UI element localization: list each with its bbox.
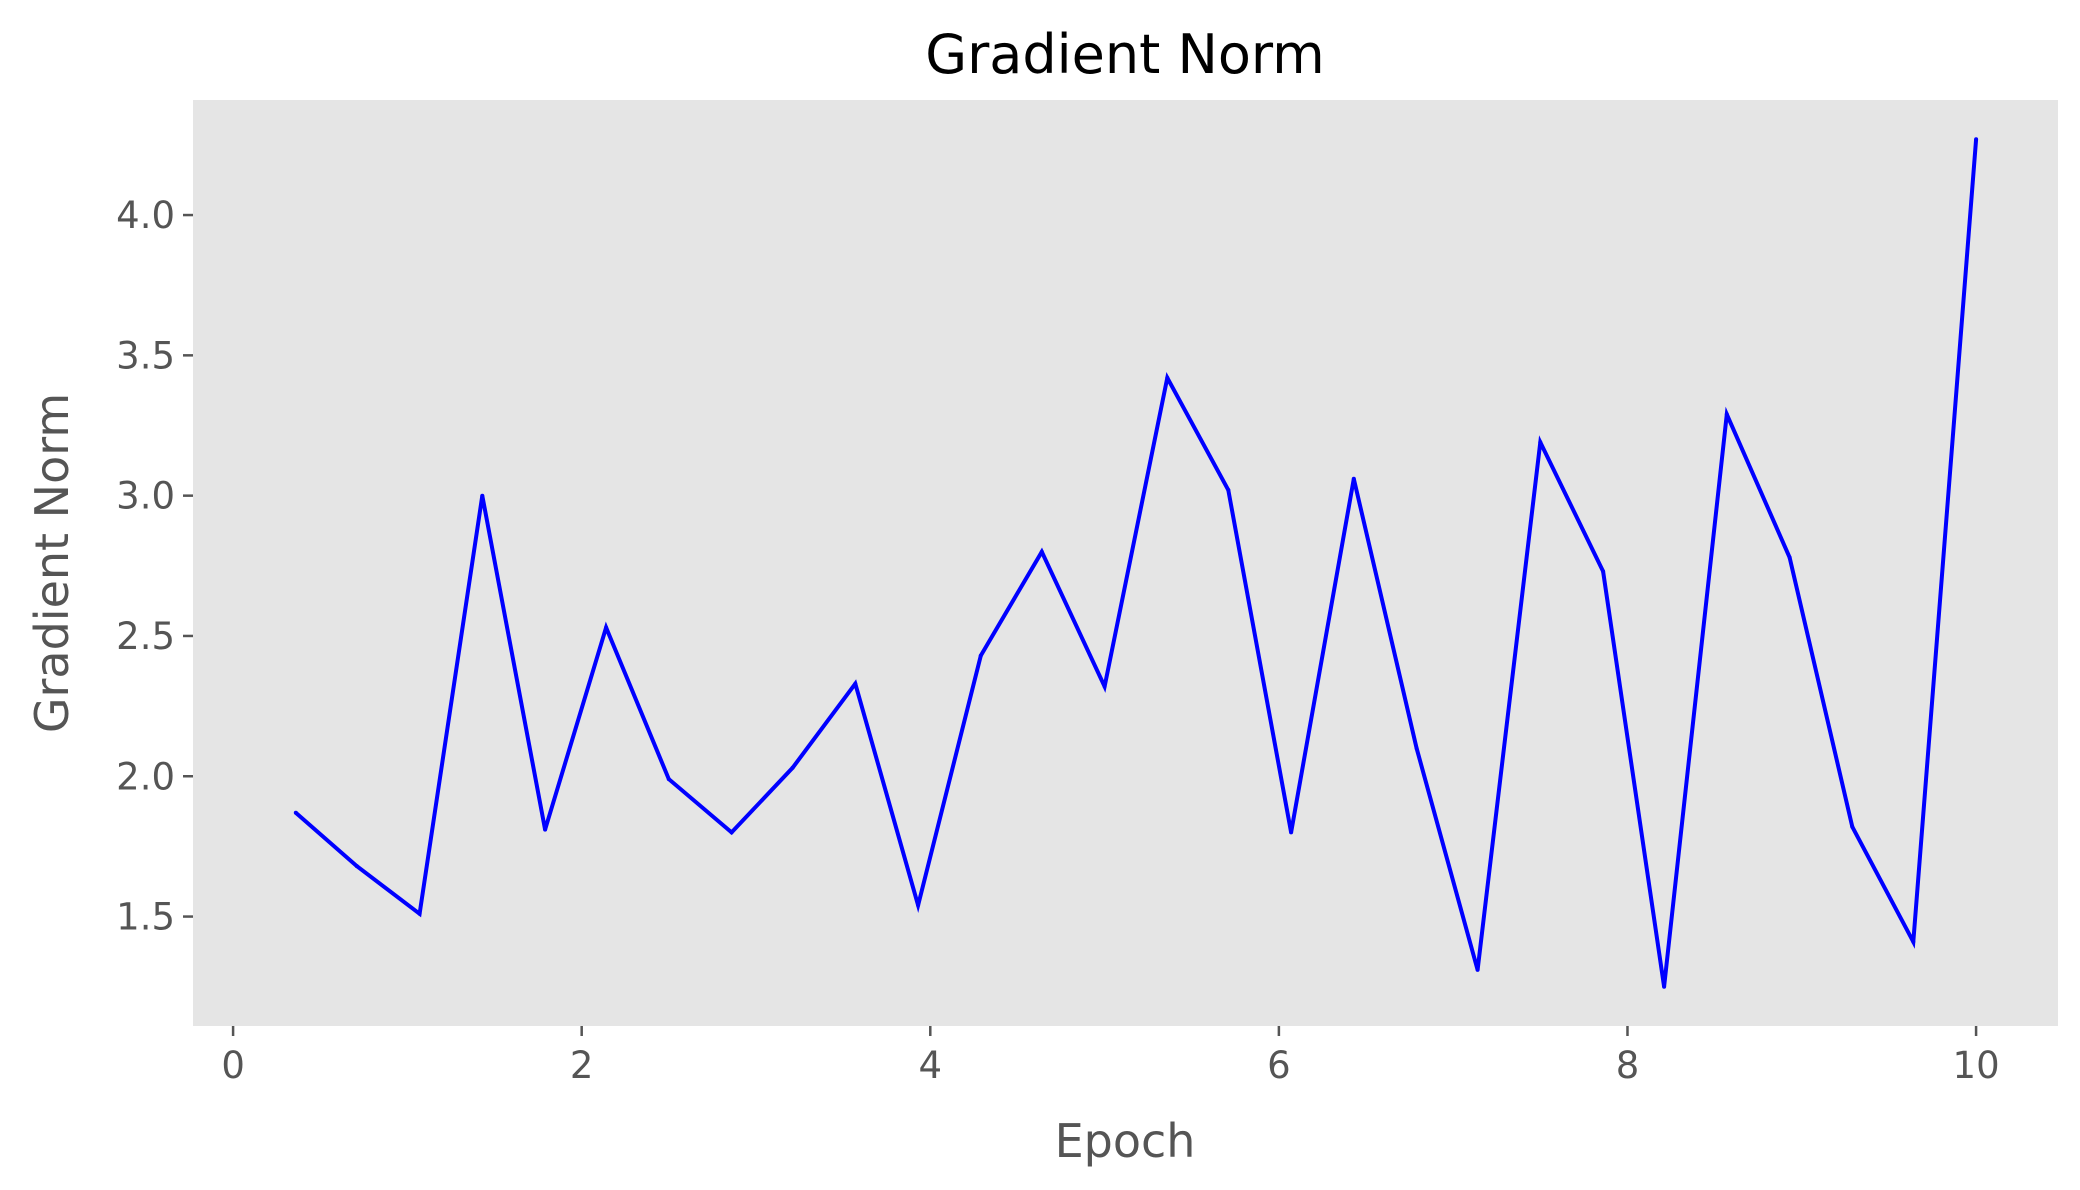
- y-tick-label: 3.0: [116, 475, 175, 518]
- data-point: [666, 777, 671, 782]
- data-point: [790, 765, 795, 770]
- data-point: [1724, 412, 1729, 417]
- y-tick-label: 2.0: [116, 755, 175, 798]
- data-point: [604, 625, 609, 630]
- data-point: [1662, 984, 1667, 989]
- series-layer: [293, 137, 1979, 989]
- series-line-0: [294, 139, 1979, 987]
- data-point: [853, 681, 858, 686]
- y-axis-label: Gradient Norm: [25, 393, 79, 733]
- data-point: [1911, 939, 1916, 944]
- x-tick-label: 4: [919, 1044, 943, 1087]
- data-point: [916, 903, 921, 908]
- data-point: [1601, 569, 1606, 574]
- y-tick-label: 2.5: [116, 615, 175, 658]
- chart-title: Gradient Norm: [925, 23, 1325, 86]
- x-tick-label: 0: [221, 1044, 245, 1087]
- data-point: [354, 864, 359, 869]
- y-tick-label: 3.5: [116, 334, 175, 377]
- x-tick-label: 10: [1953, 1044, 2000, 1087]
- y-tick-label: 4.0: [116, 194, 175, 237]
- data-point: [1538, 440, 1543, 445]
- x-axis-label: Epoch: [1055, 1114, 1196, 1168]
- plot-area: [193, 100, 2058, 1026]
- data-point: [417, 911, 422, 916]
- data-point: [1787, 555, 1792, 560]
- y-axis: 1.5 2.0 2.5 3.0 3.5 4.0: [116, 194, 193, 939]
- data-point: [1414, 746, 1419, 751]
- x-tick-label: 8: [1616, 1044, 1640, 1087]
- data-point: [1475, 967, 1480, 972]
- data-point: [1351, 476, 1356, 481]
- x-axis: 0 2 4 6 8 10: [221, 1026, 2000, 1087]
- data-point: [480, 493, 485, 498]
- data-point: [1226, 488, 1231, 492]
- data-point: [1165, 375, 1170, 380]
- data-point: [1850, 824, 1855, 829]
- data-point: [1974, 137, 1979, 142]
- data-point: [729, 830, 734, 835]
- data-point: [1289, 830, 1294, 835]
- data-point: [978, 653, 983, 658]
- y-tick-label: 1.5: [116, 896, 175, 939]
- data-point: [293, 810, 298, 815]
- data-point: [1102, 684, 1107, 689]
- x-tick-label: 6: [1267, 1044, 1291, 1087]
- x-tick-label: 2: [570, 1044, 594, 1087]
- data-point: [543, 827, 548, 832]
- data-point: [1039, 549, 1044, 554]
